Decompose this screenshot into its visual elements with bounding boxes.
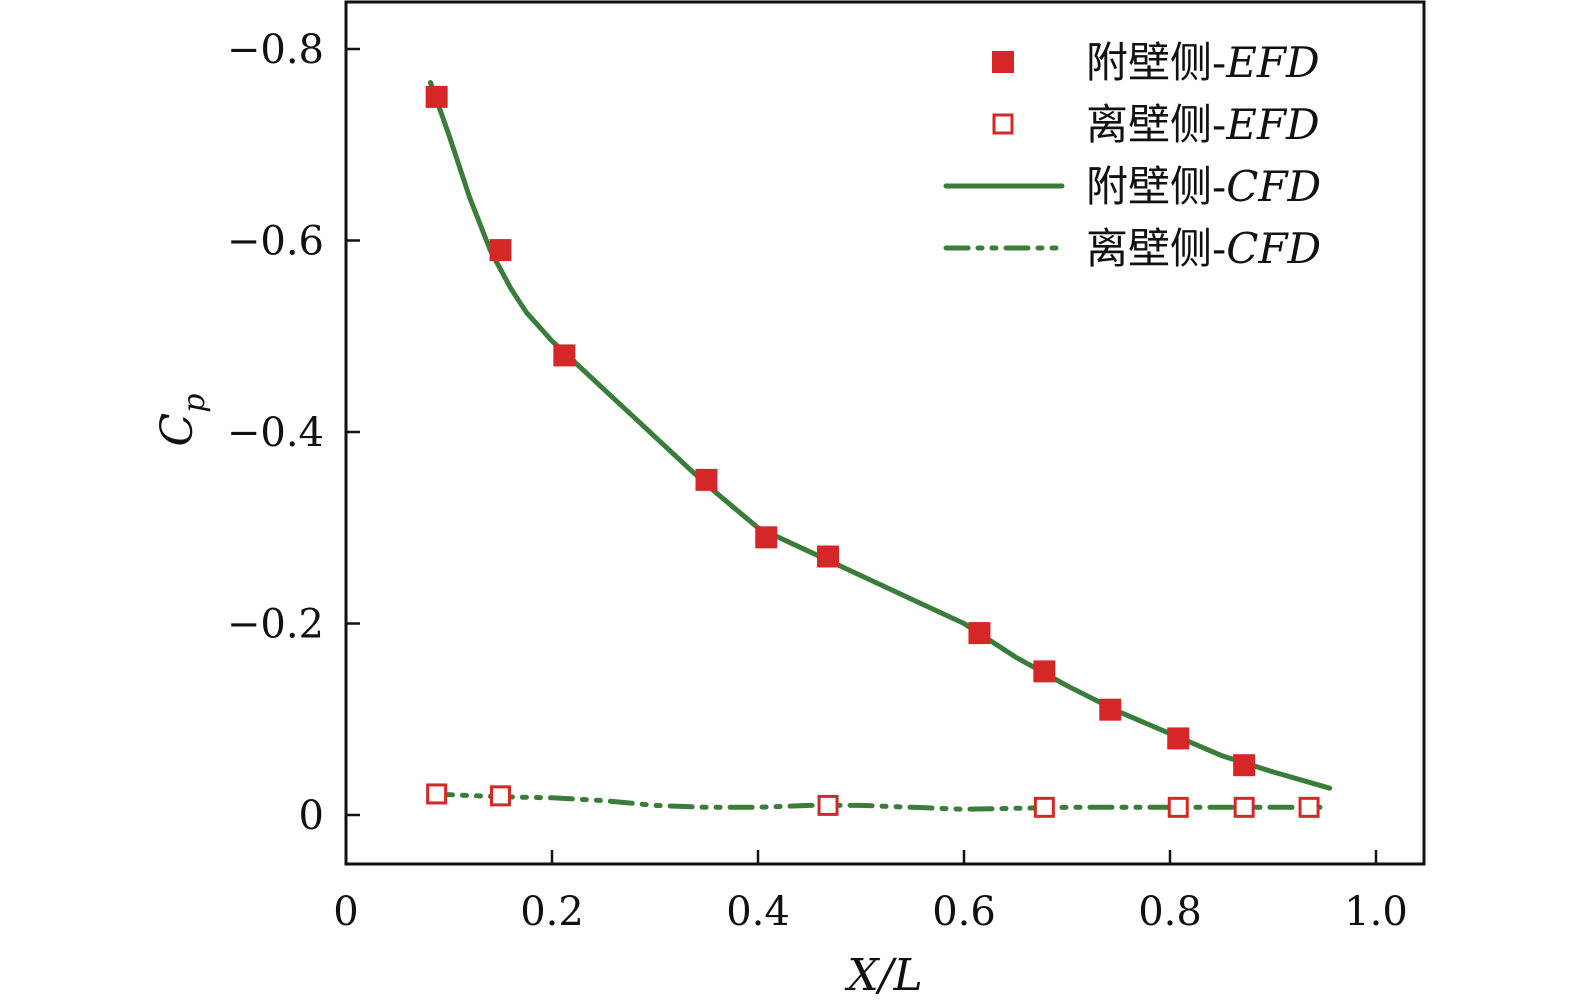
data-point-open <box>1033 796 1055 818</box>
data-point-open <box>1298 796 1320 818</box>
x-tick-label: 0.4 <box>726 889 790 935</box>
y-axis-label: Cp <box>152 394 212 447</box>
data-point-open <box>817 794 839 816</box>
legend-entry: 附壁侧-EFD <box>992 38 1320 87</box>
data-point-filled <box>1099 698 1122 721</box>
data-point-filled <box>553 344 576 367</box>
x-tick-label: 0.2 <box>520 889 584 935</box>
y-tick-label: −0.8 <box>227 27 324 73</box>
data-point-filled <box>425 85 448 108</box>
data-point-open <box>1167 796 1189 818</box>
x-tick-label: 0.8 <box>1138 889 1202 935</box>
data-point-filled <box>1167 727 1190 750</box>
y-axis-label-sub: p <box>177 394 212 413</box>
legend-entry: 离壁侧-EFD <box>992 100 1320 149</box>
x-tick-label: 1.0 <box>1344 889 1408 935</box>
data-point-filled <box>695 468 718 491</box>
data-point-open <box>490 785 511 807</box>
legend-label: 附壁侧-EFD <box>1086 38 1320 87</box>
series-layer <box>425 80 1333 818</box>
series-line-3 <box>428 791 1333 812</box>
legend-marker-open <box>992 113 1014 135</box>
legend-label: 离壁侧-CFD <box>1086 224 1321 273</box>
x-tick-label: 0 <box>333 889 358 935</box>
y-axis-label-main: C <box>152 413 203 447</box>
data-point-open <box>426 783 448 805</box>
legend-entry: 附壁侧-CFD <box>943 162 1321 211</box>
legend: 附壁侧-EFD 离壁侧-EFD 附壁侧-CFD 离壁侧-CFD <box>943 38 1321 273</box>
y-tick-label: −0.2 <box>227 602 324 648</box>
data-point-filled <box>817 545 840 568</box>
y-tick-label: −0.6 <box>227 219 324 265</box>
data-point-open <box>1233 796 1255 818</box>
legend-label: 离壁侧-EFD <box>1086 100 1320 149</box>
legend-label: 附壁侧-CFD <box>1086 162 1321 211</box>
data-point-filled <box>1033 660 1056 683</box>
y-axis-ticks: 0 −0.2 −0.4 −0.6 −0.8 <box>227 27 360 839</box>
y-tick-label: 0 <box>299 793 324 839</box>
y-tick-label: −0.4 <box>227 410 324 456</box>
x-axis-ticks: 0 0.2 0.4 0.6 0.8 1.0 <box>333 850 1408 935</box>
x-tick-label: 0.6 <box>932 889 996 935</box>
data-point-filled <box>1233 754 1256 777</box>
series-line-2 <box>428 80 1333 791</box>
x-axis-label: X/L <box>844 950 922 1001</box>
data-point-filled <box>489 239 512 262</box>
svg-text:Cp: Cp <box>152 394 212 447</box>
legend-entry: 离壁侧-CFD <box>943 224 1321 273</box>
legend-marker-filled <box>992 51 1014 73</box>
data-point-filled <box>968 622 991 645</box>
data-point-filled <box>755 526 778 549</box>
